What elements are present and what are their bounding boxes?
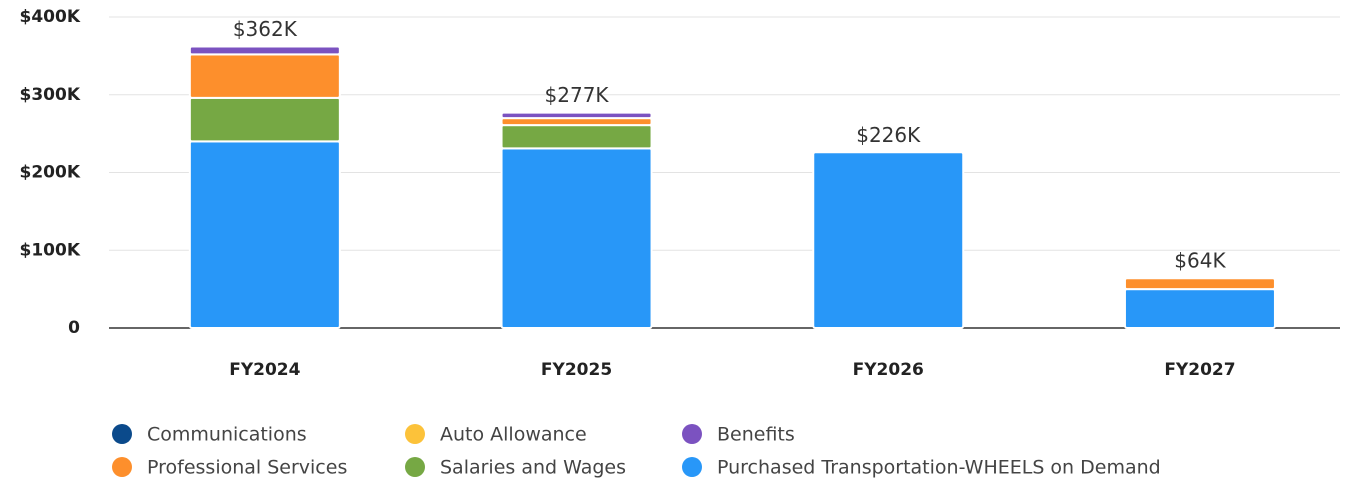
bar-segment	[500, 147, 653, 329]
bar-segment	[188, 45, 341, 56]
total-label: $64K	[1174, 249, 1226, 273]
legend-marker	[682, 424, 702, 444]
legend-label: Communications	[147, 424, 307, 446]
y-tick-label: $200K	[20, 163, 81, 183]
y-tick-label: $100K	[20, 240, 81, 260]
legend-label: Professional Services	[147, 457, 347, 479]
bar-segment	[1123, 288, 1276, 329]
bar-segment	[188, 96, 341, 143]
legend-marker	[112, 424, 132, 444]
legend-label: Benefits	[717, 424, 795, 446]
legend-label: Salaries and Wages	[440, 457, 626, 479]
x-tick-label: FY2027	[1164, 360, 1235, 380]
legend-marker	[405, 457, 425, 477]
y-tick-label: $300K	[20, 85, 81, 105]
bar-segment	[500, 111, 653, 120]
x-tick-label: FY2026	[853, 360, 924, 380]
total-label: $226K	[856, 123, 921, 147]
bar-segment	[188, 53, 341, 99]
x-tick-label: FY2025	[541, 360, 612, 380]
legend-marker	[682, 457, 702, 477]
y-tick-label: $400K	[20, 7, 81, 27]
total-label: $277K	[545, 83, 610, 107]
legend-marker	[405, 424, 425, 444]
legend-label: Auto Allowance	[440, 424, 587, 446]
x-tick-label: FY2024	[229, 360, 300, 380]
total-label: $362K	[233, 17, 298, 41]
bar-segment	[812, 151, 965, 329]
bar-segment	[500, 117, 653, 127]
bar-segment	[188, 140, 341, 329]
legend-marker	[112, 457, 132, 477]
y-tick-label: 0	[68, 318, 80, 338]
legend-label: Purchased Transportation-WHEELS on Deman…	[717, 457, 1161, 479]
bar-segment	[500, 124, 653, 150]
bar-segment	[1123, 277, 1276, 291]
